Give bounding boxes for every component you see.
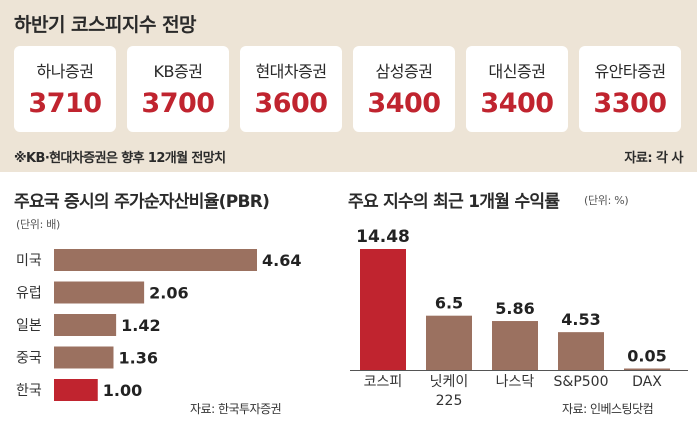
- broker-card: 하나증권 3710: [14, 46, 116, 132]
- returns-bar: [558, 332, 604, 370]
- pbr-category-label: 중국: [16, 351, 42, 367]
- returns-value-label: 5.86: [495, 299, 534, 318]
- footnote: ※KB·현대차증권은 향후 12개월 전망치: [14, 151, 226, 166]
- returns-value-label: 4.53: [561, 310, 600, 329]
- returns-value-label: 6.5: [435, 294, 463, 313]
- returns-unit-label: (단위: %): [584, 194, 629, 207]
- returns-category-label: 나스닥: [496, 374, 535, 390]
- broker-card: 삼성증권 3400: [353, 46, 455, 132]
- broker-name: 하나증권: [36, 62, 94, 81]
- broker-forecast-value: 3300: [593, 88, 667, 119]
- pbr-bar: [54, 281, 145, 304]
- pbr-value-label: 1.00: [103, 381, 142, 400]
- page-title: 하반기 코스피지수 전망: [14, 14, 197, 36]
- returns-bar: [624, 368, 670, 370]
- returns-category-label: 225: [436, 393, 463, 409]
- returns-category-label: S&P500: [554, 374, 609, 390]
- broker-card: 유안타증권 3300: [579, 46, 681, 132]
- broker-card: KB증권 3700: [127, 46, 229, 132]
- broker-forecast-value: 3400: [480, 88, 554, 119]
- pbr-category-label: 유럽: [16, 286, 42, 302]
- broker-name: 현대차증권: [255, 62, 327, 81]
- pbr-category-label: 일본: [16, 318, 42, 334]
- broker-forecast-value: 3600: [254, 88, 328, 119]
- pbr-source-label: 자료: 한국투자증권: [190, 402, 282, 416]
- broker-card: 현대차증권 3600: [240, 46, 342, 132]
- pbr-chart-title: 주요국 증시의 주가순자산비율(PBR): [14, 192, 270, 212]
- returns-bar: [426, 315, 472, 370]
- source-note: 자료: 각 사: [624, 151, 683, 166]
- broker-forecast-value: 3700: [141, 88, 215, 119]
- pbr-category-label: 한국: [16, 383, 42, 399]
- returns-value-label: 0.05: [627, 347, 666, 366]
- returns-bar: [492, 321, 538, 370]
- returns-category-label: DAX: [632, 374, 662, 390]
- broker-card: 대신증권 3400: [466, 46, 568, 132]
- pbr-bar: [54, 346, 114, 369]
- pbr-bar: [54, 249, 257, 271]
- pbr-category-label: 미국: [16, 253, 42, 269]
- returns-bar: [360, 249, 406, 370]
- pbr-unit-label: (단위: 배): [16, 218, 61, 231]
- broker-name: 삼성증권: [375, 62, 433, 81]
- returns-value-label: 14.48: [356, 227, 410, 247]
- broker-name: 유안타증권: [594, 62, 666, 81]
- pbr-bar: [54, 314, 117, 336]
- returns-source-label: 자료: 인베스팅닷컴: [562, 402, 654, 416]
- returns-chart-title: 주요 지수의 최근 1개월 수익률: [348, 192, 560, 212]
- broker-forecast-value: 3400: [367, 88, 441, 119]
- pbr-value-label: 4.64: [262, 251, 301, 270]
- broker-forecast-value: 3710: [28, 88, 102, 119]
- returns-category-label: 코스피: [364, 374, 403, 390]
- pbr-bar: [54, 379, 98, 401]
- pbr-value-label: 1.36: [119, 349, 158, 368]
- pbr-value-label: 2.06: [149, 284, 188, 303]
- broker-name: 대신증권: [488, 62, 546, 81]
- returns-category-label: 닛케이: [430, 374, 469, 390]
- broker-name: KB증권: [153, 62, 203, 81]
- pbr-value-label: 1.42: [121, 316, 160, 335]
- forecast-panel: 하반기 코스피지수 전망 하나증권 3710 KB증권 3700 현대차증권 3…: [0, 0, 697, 172]
